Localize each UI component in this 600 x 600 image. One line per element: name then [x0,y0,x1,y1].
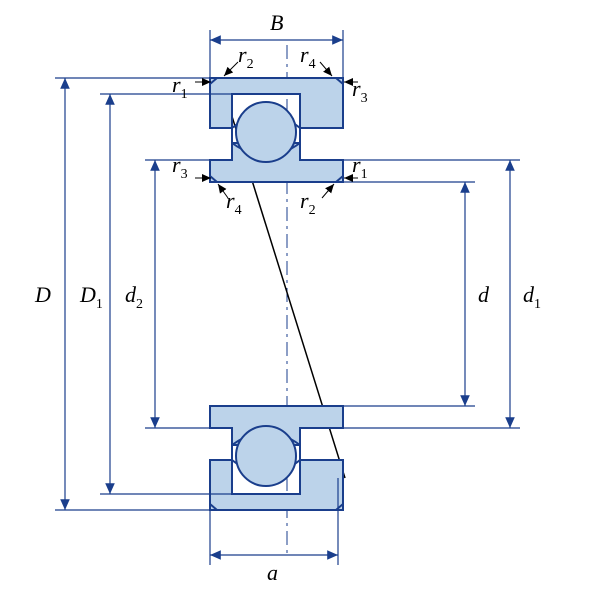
svg-text:D1: D1 [79,282,103,312]
dimension-d1: d1 [343,160,541,428]
svg-text:r4: r4 [226,188,242,218]
label-d2-sub: 2 [136,297,143,312]
svg-text:d1: d1 [523,282,541,312]
dimension-d: d [343,182,490,406]
svg-text:r2: r2 [238,42,254,72]
dimension-B: B [210,10,343,78]
label-d1-sub: 1 [534,297,541,312]
label-B: B [270,10,283,35]
label-D1: D [79,282,96,307]
svg-text:r2: r2 [300,188,316,218]
svg-text:r1: r1 [172,72,188,102]
label-d: d [478,282,490,307]
svg-text:r4: r4 [300,42,316,72]
svg-text:d2: d2 [125,282,143,312]
svg-text:r3: r3 [172,152,188,182]
dimension-d2: d2 [125,160,210,428]
label-D1-sub: 1 [96,297,103,312]
label-D: D [34,282,51,307]
svg-text:r3: r3 [352,76,368,106]
bearing-cross-section-diagram: B D D1 d2 d d1 a [0,0,600,600]
label-a: a [267,560,278,585]
dimension-D: D [34,78,210,510]
